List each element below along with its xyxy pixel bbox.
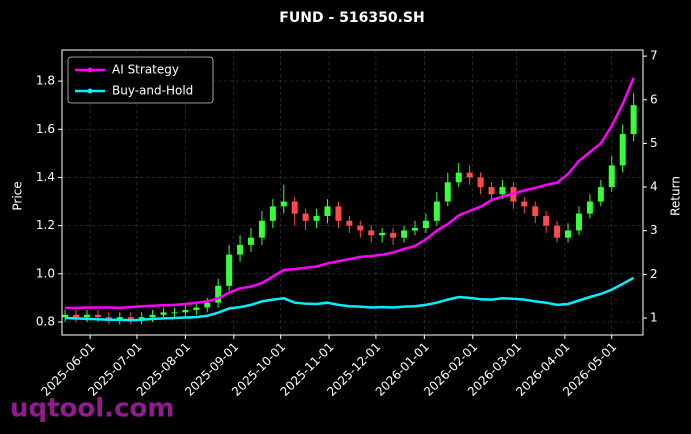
candle-body [215, 285, 222, 303]
y-tick-label: 1.0 [36, 266, 55, 280]
candle-body [83, 314, 90, 318]
candle-body [357, 225, 364, 231]
candle-body [368, 230, 375, 236]
candle-body [575, 213, 582, 231]
y-tick-label: 1.2 [36, 218, 55, 232]
candle-body [499, 187, 506, 195]
candle-body [554, 225, 561, 238]
candle-body [335, 206, 342, 221]
candle-body [390, 232, 397, 238]
candle-body [237, 244, 244, 255]
candle-body [313, 215, 320, 221]
candle-body [488, 187, 495, 195]
candle-body [182, 309, 189, 313]
candle-body [346, 220, 353, 226]
y-tick-label: 1.4 [36, 170, 55, 184]
line-series [65, 276, 635, 322]
candle-body [466, 172, 473, 178]
candle-body [204, 302, 211, 308]
candle-body [247, 237, 254, 245]
candle-body [127, 317, 134, 320]
candle-body [477, 177, 484, 188]
chart-title: FUND - 516350.SH [279, 10, 424, 26]
candle-body [401, 230, 408, 238]
candle-body [258, 220, 265, 238]
y2-tick-label: 2 [650, 267, 658, 281]
y2-tick-label: 4 [650, 180, 658, 194]
y2-tick-label: 5 [650, 136, 658, 150]
candle-body [532, 206, 539, 216]
y2-tick-label: 7 [650, 49, 658, 63]
candle-body [94, 314, 101, 318]
candle-body [269, 206, 276, 221]
candle-body [597, 187, 604, 202]
candle-body [379, 232, 386, 236]
legend-label: AI Strategy [112, 63, 179, 77]
candle-body [422, 220, 429, 229]
candle-body [302, 213, 309, 221]
y2-tick-label: 6 [650, 92, 658, 106]
candle-body [630, 105, 637, 135]
candle-body [521, 201, 528, 207]
y2-axis-label: Return [669, 176, 683, 216]
candle-body [586, 201, 593, 214]
candle-body [193, 307, 200, 310]
candle-body [105, 317, 112, 320]
candle-body [280, 201, 287, 207]
candle-body [608, 165, 615, 188]
candle-body [619, 134, 626, 166]
candle-body [62, 314, 69, 318]
legend-label: Buy-and-Hold [112, 84, 193, 98]
candle-body [411, 228, 418, 231]
candle-body [455, 172, 462, 183]
y2-tick-label: 3 [650, 223, 658, 237]
candle-body [160, 312, 167, 315]
line-series [65, 77, 635, 310]
y2-tick-label: 1 [650, 310, 658, 324]
candle-body [171, 312, 178, 314]
y-tick-label: 1.8 [36, 74, 55, 88]
y-tick-label: 0.8 [36, 314, 55, 328]
candle-body [565, 230, 572, 238]
candle-body [543, 215, 550, 226]
candle-body [444, 182, 451, 202]
candle-body [324, 206, 331, 216]
candle-body [226, 254, 233, 286]
candle-body [149, 314, 156, 318]
candle-body [73, 314, 80, 318]
candle-body [433, 201, 440, 221]
legend-marker [87, 88, 93, 94]
candle-body [291, 201, 298, 214]
candle-body [116, 317, 123, 320]
candle-body [138, 317, 145, 320]
plot-area [62, 50, 643, 335]
watermark: uqtool.com [10, 394, 174, 424]
y-tick-label: 1.6 [36, 122, 55, 136]
plot-frame [61, 49, 644, 336]
legend-marker [87, 67, 93, 73]
y-axis-label: Price [11, 181, 25, 210]
